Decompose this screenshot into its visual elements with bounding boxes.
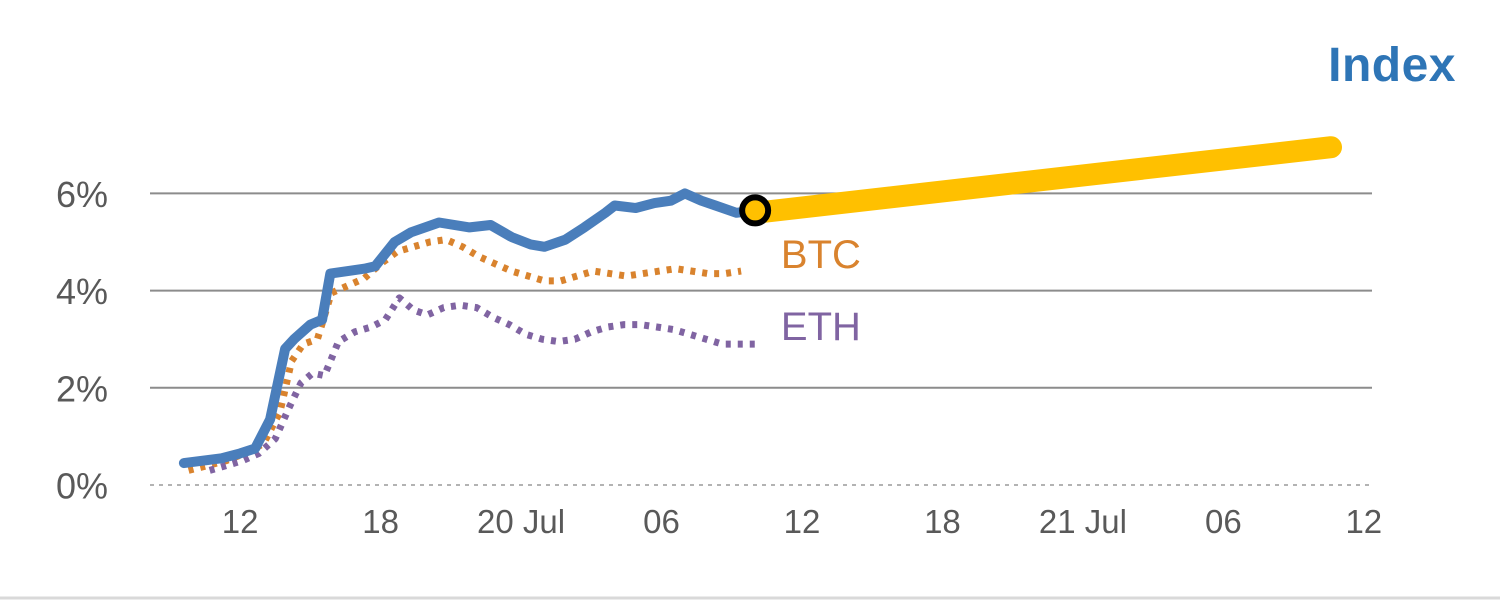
- x-tick-label: 12: [1345, 503, 1382, 540]
- series-btc: [187, 236, 742, 474]
- endpoint-marker: [739, 194, 772, 227]
- y-tick-label: 0%: [56, 466, 108, 507]
- y-tick-label: 2%: [56, 368, 108, 409]
- x-tick-label: 18: [362, 503, 399, 540]
- x-tick-label: 06: [1205, 503, 1242, 540]
- x-tick-label: 20 Jul: [477, 503, 565, 540]
- series-index-projection: [744, 136, 1342, 224]
- y-tick-label: 4%: [56, 271, 108, 312]
- x-tick-label: 18: [924, 503, 961, 540]
- series-eth: [208, 294, 756, 474]
- chart-title: Index: [1328, 39, 1456, 92]
- x-tick-label: 06: [643, 503, 680, 540]
- x-tick-label: 21 Jul: [1039, 503, 1127, 540]
- series-index: [178, 188, 761, 469]
- y-tick-label: 6%: [56, 174, 108, 215]
- series-label-eth: ETH: [781, 305, 861, 349]
- x-tick-label: 12: [784, 503, 821, 540]
- x-tick-label: 12: [222, 503, 259, 540]
- series-label-btc: BTC: [781, 233, 861, 277]
